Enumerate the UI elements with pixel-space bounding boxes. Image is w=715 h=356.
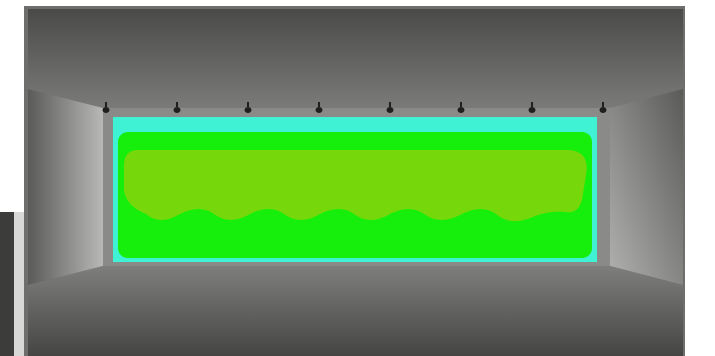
floor: [28, 266, 683, 356]
spotlight-icon: [528, 102, 536, 113]
light-fixtures: [102, 102, 607, 113]
spotlight-icon: [599, 102, 607, 113]
left-wall: [28, 89, 103, 285]
right-wall: [610, 89, 683, 285]
spotlight-icon: [386, 102, 394, 113]
ceiling: [28, 9, 683, 108]
spotlight-icon: [457, 102, 465, 113]
illuminance-zone-lime: [124, 150, 587, 222]
spotlight-icon: [173, 102, 181, 113]
spotlight-icon: [244, 102, 252, 113]
spotlight-icon: [102, 102, 110, 113]
illuminance-false-color-map: [113, 117, 597, 262]
spotlight-icon: [315, 102, 323, 113]
left-side-panel: [0, 212, 14, 356]
left-panel-frame: [14, 212, 24, 356]
